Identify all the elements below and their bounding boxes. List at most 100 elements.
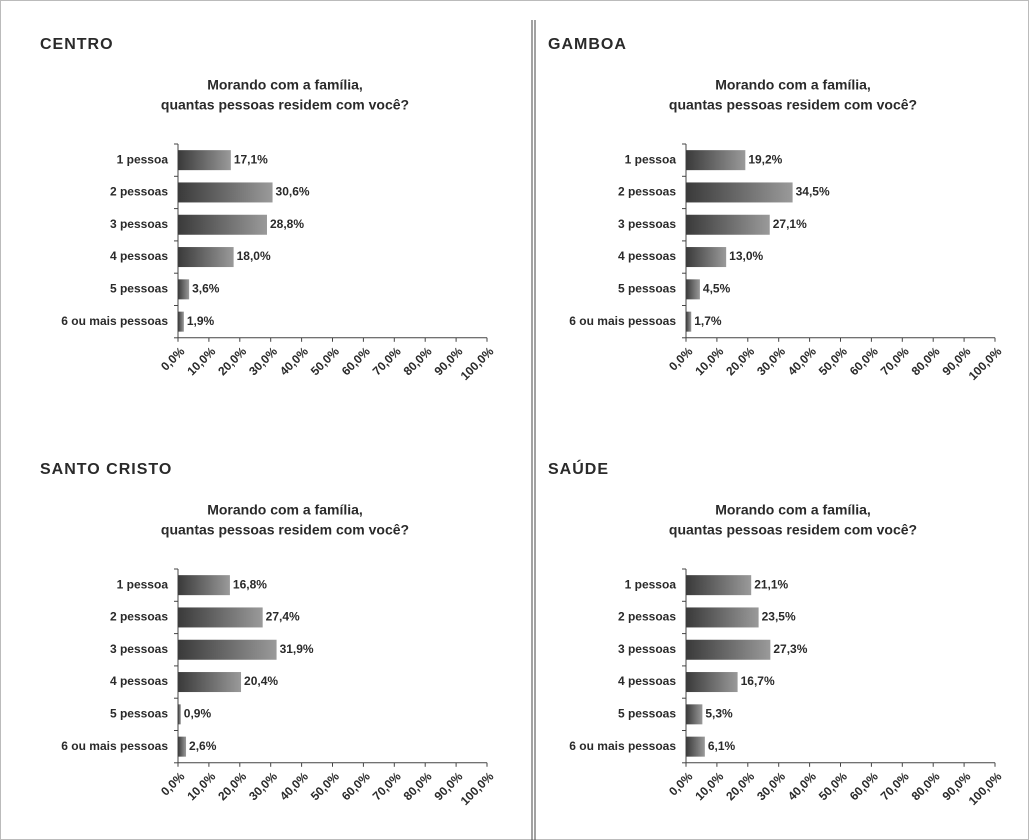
value-label: 30,6% xyxy=(276,185,310,199)
x-tick-label: 60,0% xyxy=(847,344,881,378)
value-label: 3,6% xyxy=(192,282,220,296)
x-tick-label: 50,0% xyxy=(816,344,850,378)
category-label: 3 pessoas xyxy=(618,217,676,231)
x-tick-label: 10,0% xyxy=(184,769,218,803)
value-label: 13,0% xyxy=(729,249,763,263)
value-label: 1,9% xyxy=(187,314,215,328)
value-label: 27,3% xyxy=(773,642,807,656)
bar xyxy=(686,150,746,171)
chart-title: Morando com a família, xyxy=(715,502,871,518)
category-label: 1 pessoa xyxy=(117,152,169,166)
x-tick-label: 80,0% xyxy=(401,769,435,803)
category-label: 5 pessoas xyxy=(110,282,168,296)
category-label: 6 ou mais pessoas xyxy=(61,739,168,753)
x-tick-label: 50,0% xyxy=(308,344,342,378)
panel-title: CENTRO xyxy=(40,36,114,53)
x-tick-label: 40,0% xyxy=(785,344,819,378)
x-tick-label: 80,0% xyxy=(909,769,943,803)
x-tick-label: 40,0% xyxy=(785,769,819,803)
value-label: 16,8% xyxy=(233,577,267,591)
value-label: 31,9% xyxy=(280,642,314,656)
chart-title: quantas pessoas residem com você? xyxy=(669,522,917,538)
x-tick-label: 40,0% xyxy=(277,769,311,803)
x-tick-label: 0,0% xyxy=(158,344,187,373)
bar xyxy=(686,311,692,332)
chart-title: quantas pessoas residem com você? xyxy=(669,97,917,113)
panel-title: GAMBOA xyxy=(548,36,627,53)
category-label: 5 pessoas xyxy=(110,707,168,721)
x-tick-label: 80,0% xyxy=(401,344,435,378)
chart-title: Morando com a família, xyxy=(207,502,363,518)
category-label: 2 pessoas xyxy=(618,185,676,199)
category-label: 3 pessoas xyxy=(110,642,168,656)
bar xyxy=(686,279,700,300)
bar xyxy=(686,704,703,725)
category-label: 6 ou mais pessoas xyxy=(569,739,676,753)
bar xyxy=(178,279,190,300)
bar xyxy=(686,182,793,203)
x-tick-label: 20,0% xyxy=(215,344,249,378)
x-tick-label: 0,0% xyxy=(666,769,695,798)
value-label: 34,5% xyxy=(796,185,830,199)
category-label: 5 pessoas xyxy=(618,282,676,296)
chart-title: Morando com a família, xyxy=(715,77,871,93)
category-label: 5 pessoas xyxy=(618,707,676,721)
value-label: 21,1% xyxy=(754,577,788,591)
x-tick-label: 30,0% xyxy=(754,769,788,803)
value-label: 20,4% xyxy=(244,674,278,688)
x-tick-label: 70,0% xyxy=(878,344,912,378)
x-tick-label: 100,0% xyxy=(458,344,497,383)
x-tick-label: 30,0% xyxy=(754,344,788,378)
bar xyxy=(178,182,273,203)
x-tick-label: 0,0% xyxy=(158,769,187,798)
panel-title: SAÚDE xyxy=(548,459,609,478)
value-label: 27,1% xyxy=(773,217,807,231)
x-tick-label: 100,0% xyxy=(966,769,1005,808)
x-tick-label: 70,0% xyxy=(878,769,912,803)
value-label: 0,9% xyxy=(184,707,212,721)
category-label: 6 ou mais pessoas xyxy=(61,314,168,328)
value-label: 6,1% xyxy=(708,739,736,753)
category-label: 4 pessoas xyxy=(110,249,168,263)
x-tick-label: 60,0% xyxy=(339,344,373,378)
category-label: 2 pessoas xyxy=(618,610,676,624)
x-tick-label: 0,0% xyxy=(666,344,695,373)
bar xyxy=(178,311,184,332)
x-tick-label: 100,0% xyxy=(458,769,497,808)
bar xyxy=(686,639,771,660)
x-tick-label: 20,0% xyxy=(723,769,757,803)
x-tick-label: 60,0% xyxy=(847,769,881,803)
x-tick-label: 100,0% xyxy=(966,344,1005,383)
x-tick-label: 80,0% xyxy=(909,344,943,378)
bar xyxy=(686,672,738,693)
category-label: 2 pessoas xyxy=(110,610,168,624)
chart-title: quantas pessoas residem com você? xyxy=(161,97,409,113)
bar xyxy=(686,247,727,268)
category-label: 2 pessoas xyxy=(110,185,168,199)
x-tick-label: 70,0% xyxy=(370,344,404,378)
bar xyxy=(178,575,230,596)
category-label: 4 pessoas xyxy=(110,674,168,688)
panel-title: SANTO CRISTO xyxy=(40,461,172,478)
x-tick-label: 20,0% xyxy=(723,344,757,378)
bar xyxy=(686,607,759,628)
category-label: 1 pessoa xyxy=(117,577,169,591)
category-label: 4 pessoas xyxy=(618,674,676,688)
value-label: 4,5% xyxy=(703,282,731,296)
category-label: 3 pessoas xyxy=(618,642,676,656)
bar xyxy=(178,704,181,725)
x-tick-label: 20,0% xyxy=(215,769,249,803)
x-tick-label: 10,0% xyxy=(184,344,218,378)
x-tick-label: 30,0% xyxy=(246,344,280,378)
x-tick-label: 40,0% xyxy=(277,344,311,378)
x-tick-label: 50,0% xyxy=(308,769,342,803)
bar xyxy=(178,736,187,757)
value-label: 5,3% xyxy=(705,707,733,721)
value-label: 19,2% xyxy=(748,152,782,166)
category-label: 3 pessoas xyxy=(110,217,168,231)
chart-title: Morando com a família, xyxy=(207,77,363,93)
category-label: 1 pessoa xyxy=(625,152,677,166)
value-label: 23,5% xyxy=(762,610,796,624)
bar xyxy=(686,736,705,757)
